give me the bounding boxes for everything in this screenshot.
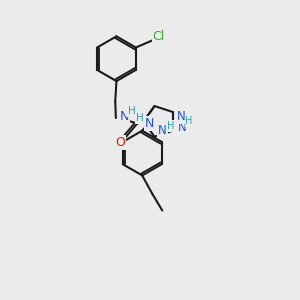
Text: H: H bbox=[136, 113, 144, 123]
Text: O: O bbox=[115, 136, 125, 149]
Text: H: H bbox=[128, 106, 136, 116]
Text: N: N bbox=[176, 110, 185, 123]
Text: N: N bbox=[158, 124, 167, 137]
Text: N: N bbox=[145, 117, 154, 130]
Text: Cl: Cl bbox=[153, 30, 165, 43]
Text: N: N bbox=[119, 110, 129, 123]
Text: H: H bbox=[167, 121, 175, 131]
Text: H: H bbox=[185, 116, 193, 126]
Text: H: H bbox=[187, 118, 194, 128]
Text: N: N bbox=[178, 121, 186, 134]
